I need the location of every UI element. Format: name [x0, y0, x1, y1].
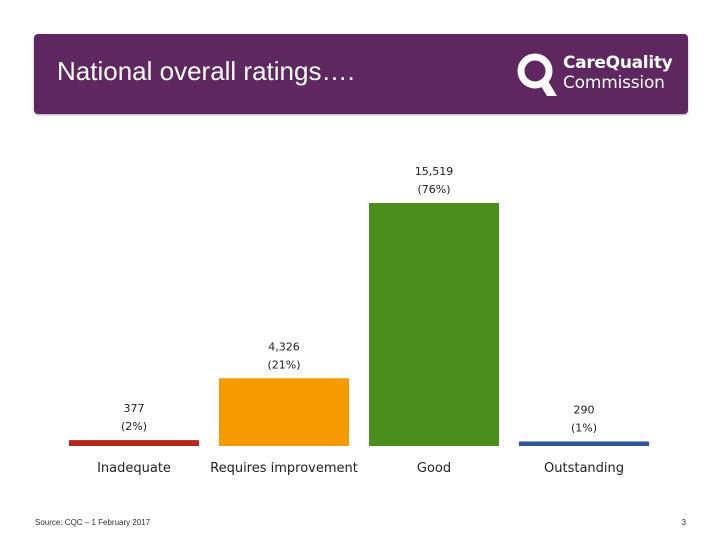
category-label-outstanding: Outstanding — [544, 461, 624, 476]
title-banner: National overall ratings…. CareQuality C… — [34, 34, 688, 114]
logo-text-carequality: CareQuality — [563, 53, 673, 73]
category-label-requires-improvement: Requires improvement — [210, 461, 358, 476]
cqc-logo: CareQuality Commission — [511, 48, 681, 98]
percent-label-outstanding: (1%) — [571, 421, 597, 434]
page-number: 3 — [681, 518, 686, 527]
source-note: Source: CQC – 1 February 2017 — [35, 518, 151, 527]
value-label-good: 15,519 — [415, 165, 454, 178]
bar-requires-improvement — [219, 378, 349, 446]
percent-label-good: (76%) — [417, 183, 450, 196]
page-title: National overall ratings…. — [57, 56, 355, 86]
value-label-requires-improvement: 4,326 — [268, 340, 300, 353]
percent-label-inadequate: (2%) — [121, 420, 147, 433]
logo-text-commission: Commission — [563, 73, 665, 93]
bar-inadequate — [69, 440, 199, 446]
category-label-good: Good — [417, 461, 451, 476]
value-label-inadequate: 377 — [124, 402, 145, 415]
value-label-outstanding: 290 — [574, 403, 595, 416]
category-label-inadequate: Inadequate — [97, 461, 171, 476]
bar-outstanding — [519, 441, 649, 446]
percent-label-requires-improvement: (21%) — [267, 358, 300, 371]
bar-good — [369, 203, 499, 446]
cqc-logo-icon — [517, 53, 557, 96]
